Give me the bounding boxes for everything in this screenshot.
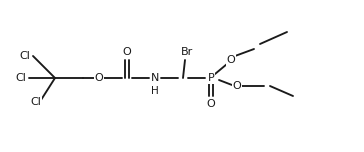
- Text: N: N: [151, 73, 159, 83]
- Text: O: O: [227, 55, 236, 65]
- Text: Cl: Cl: [31, 97, 41, 107]
- Text: O: O: [123, 47, 131, 57]
- Text: P: P: [207, 73, 214, 83]
- Text: O: O: [207, 99, 215, 109]
- Text: O: O: [233, 81, 241, 91]
- Text: Cl: Cl: [16, 73, 27, 83]
- Text: Cl: Cl: [20, 51, 31, 61]
- Text: O: O: [95, 73, 103, 83]
- Text: Br: Br: [181, 47, 193, 57]
- Text: H: H: [151, 86, 159, 96]
